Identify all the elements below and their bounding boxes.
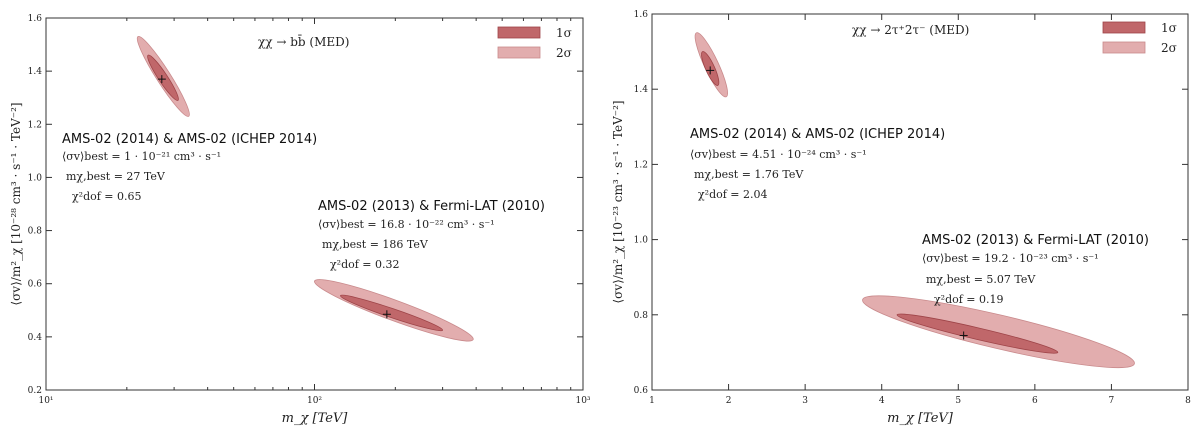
- y-tick-label: 0.4: [28, 333, 43, 343]
- y-tick-label: 1.4: [634, 85, 649, 95]
- legend-swatch-sigma1: [1102, 21, 1146, 34]
- x-tick-label: 10³: [575, 396, 590, 406]
- best-fit-marker: [959, 331, 968, 340]
- y-tick-label: 1.0: [634, 236, 649, 246]
- fit-annotation: ⟨σv⟩best = 1 · 10⁻²¹ cm³ · s⁻¹: [62, 150, 221, 163]
- legend-swatch-sigma2: [1102, 41, 1146, 54]
- best-fit-marker: [157, 75, 166, 84]
- x-tick-label: 6: [1032, 396, 1038, 406]
- fit-annotation: ⟨σv⟩best = 16.8 · 10⁻²² cm³ · s⁻¹: [318, 218, 495, 231]
- chart-panel-2: 1 2 3 4 5 6 7 8 0.6 0.8 1.0 1.2 1.4 1.6 m_χ [TeV] ⟨σv⟩/…: [611, 10, 1191, 426]
- fit-annotation: χ²dof = 2.04: [698, 188, 768, 201]
- fit-annotation: χ²dof = 0.19: [934, 293, 1004, 306]
- legend-swatch-sigma1: [497, 26, 541, 39]
- plot-frame: [651, 13, 1189, 391]
- legend-swatch-sigma2: [497, 46, 541, 59]
- y-tick-label: 1.6: [28, 14, 43, 24]
- y-tick-label: 0.8: [634, 311, 649, 321]
- fit-annotation: mχ,best = 27 TeV: [66, 170, 166, 183]
- sigma1-contour-region: [896, 313, 1059, 354]
- x-tick-label: 8: [1185, 396, 1191, 406]
- fit-annotation: mχ,best = 186 TeV: [322, 238, 429, 251]
- y-tick-label: 1.4: [28, 67, 43, 77]
- y-tick-label: 0.2: [28, 386, 42, 396]
- sigma1-contour-region: [147, 54, 179, 101]
- region-heading: AMS-02 (2013) & Fermi-LAT (2010): [318, 199, 545, 214]
- fit-annotation: mχ,best = 5.07 TeV: [926, 273, 1036, 286]
- y-tick-label: 0.8: [28, 227, 43, 237]
- chart-title: χχ → bb̄ (MED): [258, 33, 349, 49]
- y-tick-label: 1.2: [28, 120, 42, 130]
- x-tick-label: 4: [879, 396, 885, 406]
- region-heading: AMS-02 (2013) & Fermi-LAT (2010): [922, 233, 1149, 248]
- region-heading: AMS-02 (2014) & AMS-02 (ICHEP 2014): [690, 127, 945, 142]
- sigma2-contour-region: [862, 295, 1135, 369]
- x-tick-label: 10²: [307, 396, 322, 406]
- x-tick-label: 7: [1109, 396, 1115, 406]
- y-axis-label: ⟨σv⟩/m²_χ [10⁻²³ cm³ · s⁻¹ · TeV⁻²]: [611, 100, 625, 303]
- legend-label-sigma2: 2σ: [556, 46, 572, 60]
- y-axis-label: ⟨σv⟩/m²_χ [10⁻²⁸ cm³ · s⁻¹ · TeV⁻²]: [9, 102, 23, 305]
- y-tick-label: 1.6: [634, 10, 649, 20]
- region-heading: AMS-02 (2014) & AMS-02 (ICHEP 2014): [62, 132, 317, 147]
- legend-label-sigma1: 1σ: [1161, 21, 1177, 35]
- y-tick-label: 0.6: [28, 280, 43, 290]
- fit-annotation: mχ,best = 1.76 TeV: [694, 168, 804, 181]
- best-fit-marker: [382, 310, 391, 319]
- x-tick-label: 1: [649, 396, 655, 406]
- x-axis-label: m_χ [TeV]: [282, 411, 349, 426]
- x-tick-label: 2: [726, 396, 732, 406]
- chart-title: χχ → 2τ⁺2τ⁻ (MED): [852, 23, 969, 37]
- y-tick-label: 1.0: [28, 173, 43, 183]
- y-tick-label: 0.6: [634, 386, 649, 396]
- legend-label-sigma1: 1σ: [556, 26, 572, 40]
- x-axis-label: m_χ [TeV]: [887, 411, 954, 426]
- sigma1-contour-region: [340, 294, 444, 332]
- fit-annotation: χ²dof = 0.32: [330, 258, 400, 271]
- x-tick-label: 10¹: [38, 396, 53, 406]
- chart-panel-1: 10¹ 10² 10³ 0.2 0.4 0.6 0.8 1.0 1.2 1.4 1.6 m_χ [Te…: [9, 14, 591, 426]
- best-fit-marker: [706, 66, 715, 75]
- x-tick-label: 3: [802, 396, 808, 406]
- fit-annotation: χ²dof = 0.65: [72, 190, 142, 203]
- x-tick-label: 5: [955, 396, 961, 406]
- fit-annotation: ⟨σv⟩best = 4.51 · 10⁻²⁴ cm³ · s⁻¹: [690, 148, 867, 161]
- y-tick-label: 1.2: [634, 160, 648, 170]
- legend-label-sigma2: 2σ: [1161, 41, 1177, 55]
- fit-annotation: ⟨σv⟩best = 19.2 · 10⁻²³ cm³ · s⁻¹: [922, 252, 1099, 265]
